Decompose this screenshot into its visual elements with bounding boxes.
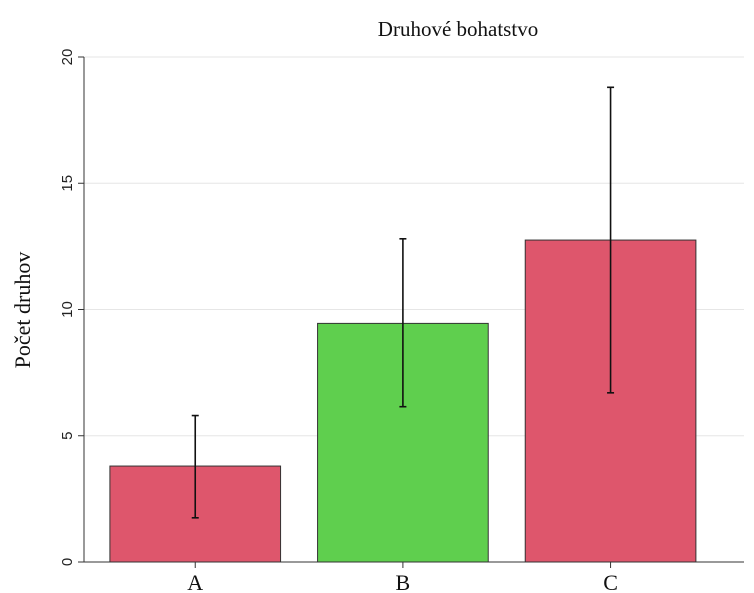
x-tick-label-b: B bbox=[396, 570, 411, 593]
x-tick-labels: A B C bbox=[187, 570, 618, 593]
y-tick-label: 15 bbox=[59, 175, 76, 192]
axes bbox=[78, 56, 744, 568]
y-tick-label: 5 bbox=[59, 432, 76, 440]
x-tick-label-a: A bbox=[187, 570, 203, 593]
error-bars bbox=[191, 86, 615, 519]
y-tick-label: 0 bbox=[59, 558, 76, 566]
y-axis-label: Počet druhov bbox=[10, 252, 35, 369]
chart-title: Druhové bohatstvo bbox=[378, 17, 538, 41]
x-tick-label-c: C bbox=[603, 570, 618, 593]
y-tick-label: 10 bbox=[59, 301, 76, 318]
y-tick-label: 20 bbox=[59, 49, 76, 66]
y-tick-labels: 0 5 10 15 20 bbox=[59, 49, 76, 567]
